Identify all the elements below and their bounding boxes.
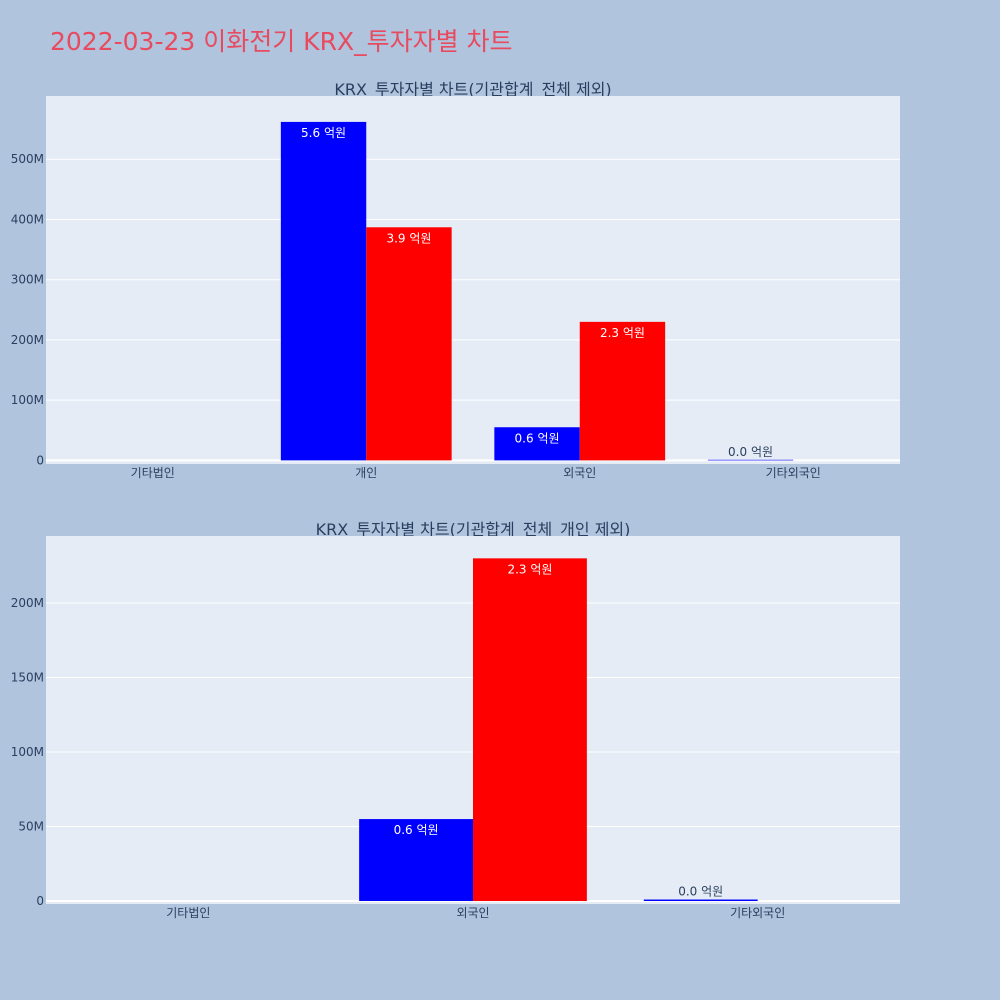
data-label: 2.3 억원 bbox=[507, 562, 552, 576]
y-tick-label: 100M bbox=[11, 745, 44, 759]
y-tick-label: 500M bbox=[11, 152, 44, 166]
bar bbox=[359, 819, 473, 902]
data-label: 5.6 억원 bbox=[301, 126, 346, 140]
y-tick-label: 200M bbox=[11, 333, 44, 347]
bar bbox=[366, 227, 452, 461]
bar bbox=[707, 459, 794, 461]
y-tick-label: 100M bbox=[11, 393, 44, 407]
y-tick-label: 0 bbox=[36, 453, 44, 467]
x-tick-label: 기타법인 bbox=[166, 906, 210, 920]
chart-bottom: KRX_투자자별 차트(기관합계_전체_개인 제외) 0 50M 100M 150M 2… bbox=[11, 520, 900, 920]
y-tick-label: 150M bbox=[11, 671, 44, 685]
x-tick-label: 개인 bbox=[355, 466, 377, 480]
data-label: 0.0 억원 bbox=[678, 885, 723, 899]
bar bbox=[494, 427, 580, 461]
y-tick-label: 0 bbox=[36, 894, 44, 908]
chart-title: KRX_투자자별 차트(기관합계_전체 제외) bbox=[334, 80, 611, 100]
data-label: 0.0 억원 bbox=[728, 445, 773, 459]
y-tick-label: 400M bbox=[11, 212, 44, 226]
chart-title: KRX_투자자별 차트(기관합계_전체_개인 제외) bbox=[316, 520, 631, 540]
bar bbox=[579, 321, 666, 461]
chart-top: KRX_투자자별 차트(기관합계_전체 제외) 0 100M 200M 300M 400… bbox=[11, 80, 900, 480]
page-title: 2022-03-23 이화전기 KRX_투자자별 차트 bbox=[50, 27, 513, 56]
data-label: 3.9 억원 bbox=[386, 231, 431, 245]
y-tick-label: 300M bbox=[11, 273, 44, 287]
y-tick-label: 200M bbox=[11, 596, 44, 610]
x-tick-label: 기타법인 bbox=[131, 466, 175, 480]
x-tick-label: 외국인 bbox=[563, 466, 596, 480]
data-label: 2.3 억원 bbox=[600, 326, 645, 340]
y-tick-label: 50M bbox=[18, 820, 44, 834]
data-label: 0.6 억원 bbox=[394, 823, 439, 837]
x-tick-label: 외국인 bbox=[456, 906, 489, 920]
bar bbox=[473, 558, 587, 902]
data-label: 0.6 억원 bbox=[515, 431, 560, 445]
x-tick-label: 기타외국인 bbox=[766, 466, 821, 480]
x-tick-label: 기타외국인 bbox=[730, 906, 785, 920]
bar bbox=[280, 121, 367, 461]
bar bbox=[643, 899, 758, 902]
